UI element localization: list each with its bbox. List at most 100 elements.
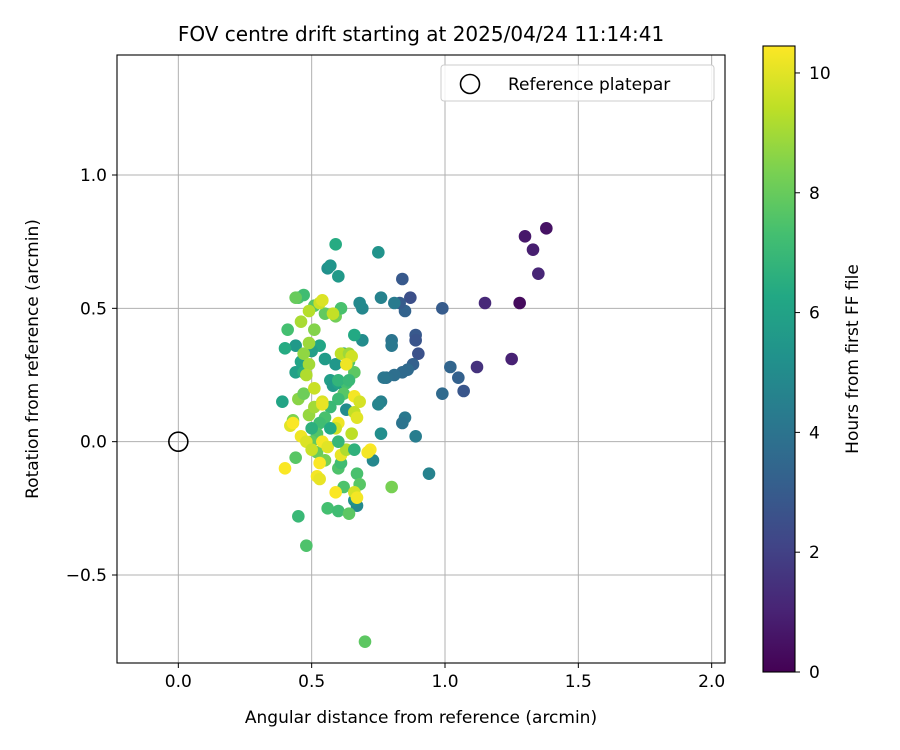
scatter-point (345, 427, 358, 440)
scatter-point (332, 435, 345, 448)
scatter-point (396, 416, 409, 430)
scatter-point (436, 302, 449, 315)
scatter-point (374, 291, 388, 304)
scatter-point (348, 443, 361, 456)
legend-box (440, 64, 715, 102)
y-tick-label: 0.0 (80, 433, 107, 453)
scatter-point (342, 374, 356, 387)
scatter-point (278, 342, 292, 355)
scatter-point (478, 296, 492, 310)
reference-platepar-marker (168, 431, 189, 452)
scatter-point (409, 334, 422, 347)
scatter-point (518, 230, 532, 243)
scatter-point (452, 371, 465, 384)
y-tick-label: 1.0 (80, 166, 107, 186)
colorbar-tick-label: 2 (809, 543, 820, 563)
scatter-point (404, 291, 417, 304)
scatter-point (316, 398, 329, 411)
scatter-point (289, 339, 302, 352)
scatter-point (436, 387, 449, 400)
y-axis-ticks: −0.5 0.0 0.5 1.0 (66, 166, 117, 586)
scatter-point (348, 328, 361, 342)
x-tick-label: 1.0 (431, 672, 458, 692)
scatter-point (444, 360, 457, 374)
scatter-point (409, 430, 422, 443)
scatter-point (361, 446, 374, 459)
scatter-point (350, 467, 364, 480)
scatter-point (324, 422, 337, 435)
scatter-point (329, 486, 342, 499)
colorbar-tick-label: 8 (809, 184, 820, 204)
x-tick-label: 2.0 (698, 672, 725, 692)
scatter-point (372, 246, 385, 259)
scatter-point (318, 352, 332, 366)
scatter-point (532, 267, 545, 280)
y-tick-label: 0.5 (80, 299, 107, 319)
scatter-point (316, 294, 329, 307)
colorbar-tick-label: 6 (809, 304, 820, 324)
scatter-point (332, 374, 345, 387)
scatter-point (313, 456, 326, 470)
scatter-point (396, 272, 409, 286)
scatter-point (289, 291, 302, 304)
scatter-point (505, 352, 518, 366)
scatter-point (278, 462, 292, 475)
scatter-point (412, 347, 425, 360)
scatter-point (300, 368, 313, 382)
scatter-point (350, 491, 364, 504)
scatter-point (332, 392, 345, 406)
colorbar-tick-label: 4 (809, 423, 820, 443)
legend-label: Reference platepar (508, 75, 670, 95)
scatter-point (286, 416, 300, 430)
plot-frame (116, 54, 726, 664)
scatter-point (300, 539, 313, 552)
x-tick-label: 1.5 (565, 672, 592, 692)
scatter-point (324, 259, 337, 272)
x-tick-label: 0.5 (298, 672, 325, 692)
colorbar-tick-label: 0 (809, 663, 820, 683)
scatter-point (457, 384, 470, 398)
x-tick-label: 0.0 (165, 672, 192, 692)
scatter-point (294, 315, 308, 328)
scatter-point (329, 358, 342, 371)
scatter-point (540, 222, 553, 235)
plot-area: 0.0 0.5 1.0 1.5 2.0 −0.5 0.0 0.5 1.0 (66, 54, 726, 692)
legend-open-circle-marker (459, 73, 481, 95)
scatter-point (342, 507, 356, 520)
scatter-point (329, 238, 342, 251)
scatter-point (353, 296, 366, 310)
scatter-point (422, 467, 436, 480)
scatter-point (308, 382, 321, 395)
x-axis-ticks: 0.0 0.5 1.0 1.5 2.0 (165, 663, 725, 692)
scatter-point (308, 323, 321, 336)
scatter-point (374, 427, 388, 440)
colorbar-ticks: 0 2 4 6 8 10 (795, 64, 831, 683)
scatter-point (276, 395, 289, 408)
colorbar-label: Hours from first FF file (843, 264, 863, 454)
scatter-point (289, 451, 302, 464)
scatter-point (292, 510, 305, 523)
scatter-point (321, 502, 334, 515)
y-axis-label: Rotation from reference (arcmin) (23, 219, 43, 499)
chart-title: FOV centre drift starting at 2025/04/24 … (178, 22, 664, 46)
colorbar-tick-label: 10 (809, 64, 831, 84)
colorbar: 0 2 4 6 8 10 Hours from first FF file (762, 45, 863, 683)
scatter-point (305, 422, 318, 435)
scatter-point (326, 307, 340, 320)
scatter-point (353, 395, 366, 408)
scatter-point (305, 443, 318, 456)
scatter-point (297, 347, 310, 360)
scatter-point (470, 360, 484, 374)
scatter-point (313, 472, 326, 486)
scatter-point (388, 296, 401, 310)
legend: Reference platepar (440, 64, 715, 102)
scatter-point (302, 304, 316, 318)
scatter-point (321, 440, 334, 454)
y-tick-label: −0.5 (66, 566, 107, 586)
scatter-point (377, 371, 390, 384)
scatter-point (385, 339, 398, 352)
scatter-point (332, 270, 345, 283)
scatter-point (358, 635, 372, 648)
scatter-point (385, 480, 398, 494)
